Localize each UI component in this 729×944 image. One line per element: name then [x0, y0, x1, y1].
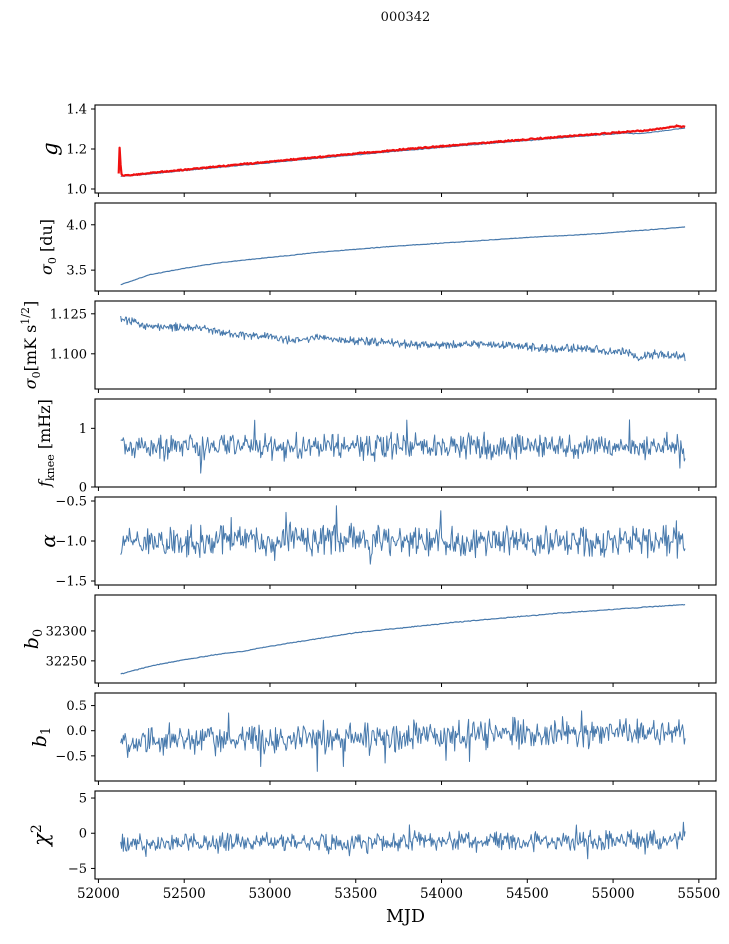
y-tick-label: −0.5 [55, 749, 87, 764]
x-tick-label: 54000 [420, 886, 463, 902]
panel-sigma0-du: 3.5 4.0 σ0 [du] [37, 202, 717, 295]
y-axis-label-b1: b1 [29, 727, 54, 747]
x-axis-label: MJD [386, 907, 425, 927]
y-axis-label-g: g [38, 142, 62, 155]
y-tick-label: 1.100 [50, 347, 87, 362]
panel-frame [94, 496, 717, 586]
y-tick-label: −5 [68, 862, 87, 877]
y-tick-label: 0.0 [66, 724, 87, 739]
y-axis-label-b0: b0 [21, 629, 46, 649]
y-tick-label: 5 [79, 792, 87, 807]
x-tick-label: 54500 [506, 886, 549, 902]
panel-frame [94, 692, 717, 782]
y-tick-label: 32300 [46, 624, 87, 639]
panel-sigma0-mks: 1.100 1.125 σ0[mK s1/2] [19, 300, 717, 393]
panel-frame [94, 104, 717, 194]
y-tick-label: 0 [79, 481, 87, 496]
y-axis-label-alpha: α [36, 534, 60, 548]
y-tick-label: 1.125 [50, 307, 87, 322]
y-tick-label: −1.0 [55, 535, 87, 550]
b0-line [120, 604, 686, 675]
y-tick-label: 1.2 [66, 143, 87, 158]
b1-line [120, 710, 686, 772]
y-axis-label-chi2: χ2 [29, 824, 53, 848]
panel-g: 1.0 1.2 1.4 g [38, 103, 717, 198]
y-axis-label-fknee: fknee [mHz] [35, 399, 57, 488]
y-tick-label: 1.4 [66, 103, 87, 118]
panel-frame [94, 202, 717, 292]
y-tick-label: 32250 [46, 654, 87, 669]
panel-frame [94, 300, 717, 390]
y-tick-label: 1.0 [66, 183, 87, 198]
x-tick-label: 55500 [677, 886, 720, 902]
figure-title: 000342 [380, 10, 431, 25]
panel-fknee: 0 1 fknee [mHz] [35, 398, 717, 496]
x-tick-label: 52500 [163, 886, 206, 902]
fknee-line [120, 419, 686, 474]
x-tick-label: 55000 [592, 886, 635, 902]
sigma0-du-line [120, 226, 686, 286]
y-axis-label-sigma0-mks: σ0[mK s1/2] [19, 301, 43, 390]
y-tick-label: 0.5 [66, 699, 87, 714]
panel-frame [94, 594, 717, 684]
y-tick-label: −0.5 [55, 495, 87, 510]
y-axis-label-sigma0-du: σ0 [du] [37, 219, 59, 275]
panel-frame [94, 398, 717, 488]
chi2-line [120, 821, 686, 860]
sigma0-mks-line [120, 315, 686, 362]
panel-chi2: 5 0 −5 52000 52500 53000 53500 54000 54500 55000 5… [29, 790, 720, 902]
y-tick-label: −1.5 [55, 575, 87, 590]
y-tick-label: 1 [79, 422, 87, 437]
x-tick-label: 52000 [77, 886, 120, 902]
panel-b1: 0.5 0.0 −0.5b1 [29, 692, 717, 785]
alpha-line [120, 505, 686, 565]
x-tick-label: 53000 [249, 886, 292, 902]
x-tick-label: 53500 [334, 886, 377, 902]
y-tick-label: 0 [79, 827, 87, 842]
panel-alpha: −0.5 −1.0 −1.5 α [36, 495, 717, 590]
y-tick-label: 3.5 [66, 264, 87, 279]
panel-frame [94, 790, 717, 880]
y-tick-label: 4.0 [66, 218, 87, 233]
g-gain-data [117, 124, 686, 177]
